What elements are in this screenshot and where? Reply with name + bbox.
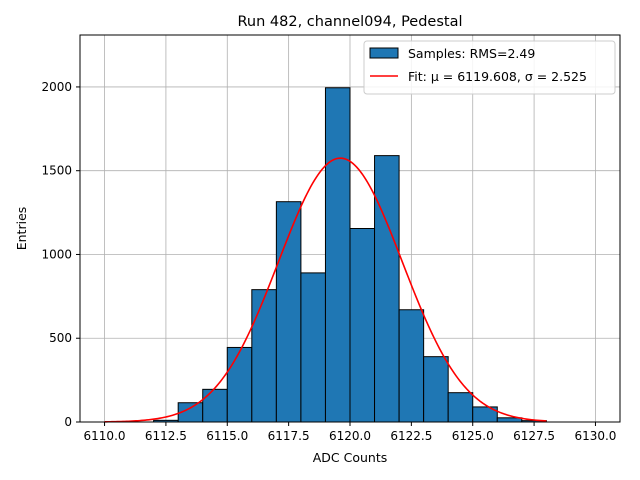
histogram-bar: [300, 272, 326, 423]
y-axis: 0 500 1000 1500 2000: [41, 80, 80, 429]
legend-fit-sigma: σ = 2.525: [525, 69, 587, 84]
y-tick-label: 0: [64, 415, 72, 429]
legend: Samples: RMS=2.49 Fit: μ = 6119.608, σ =…: [363, 40, 616, 95]
y-tick-label: 1000: [41, 247, 72, 261]
x-tick-label: 6130.0: [574, 429, 616, 443]
x-axis-label: ADC Counts: [313, 450, 388, 465]
legend-fit-mu: μ = 6119.608: [431, 69, 517, 84]
x-tick-label: 6122.5: [390, 429, 432, 443]
legend-fit-label: Fit: μ = 6119.608, σ = 2.525: [408, 69, 587, 84]
legend-samples-label: Samples: RMS=2.49: [408, 46, 535, 61]
histogram-bar: [251, 289, 277, 423]
x-tick-label: 6112.5: [145, 429, 187, 443]
histogram-bar: [374, 155, 400, 423]
fit-curve: [104, 157, 547, 423]
histogram-bar: [324, 87, 351, 423]
histogram-bar: [349, 228, 376, 423]
x-tick-label: 6125.0: [452, 429, 494, 443]
y-tick-label: 2000: [41, 80, 72, 94]
histogram-bar: [202, 388, 228, 423]
x-axis: 6110.0 6112.5 6115.0 6117.5 6120.0 6122.5 6125…: [84, 422, 616, 443]
legend-samples-swatch: [369, 47, 399, 59]
x-tick-label: 6110.0: [84, 429, 126, 443]
legend-fit-prefix: Fit:: [408, 69, 431, 84]
x-tick-label: 6127.5: [513, 429, 555, 443]
x-tick-label: 6117.5: [268, 429, 310, 443]
y-tick-label: 500: [49, 331, 72, 345]
histogram-bar: [226, 346, 253, 423]
histogram-bar: [447, 392, 474, 423]
y-axis-label: Entries: [14, 207, 29, 251]
legend-box: [363, 40, 616, 95]
x-tick-label: 6115.0: [206, 429, 248, 443]
histogram-bar: [423, 356, 449, 423]
fit-curve-group: [104, 157, 547, 423]
y-tick-label: 1500: [41, 164, 72, 178]
legend-fit-separator: ,: [517, 69, 525, 84]
x-tick-label: 6120.0: [329, 429, 371, 443]
chart-title: Run 482, channel094, Pedestal: [237, 14, 462, 30]
histogram-bar: [398, 309, 425, 423]
